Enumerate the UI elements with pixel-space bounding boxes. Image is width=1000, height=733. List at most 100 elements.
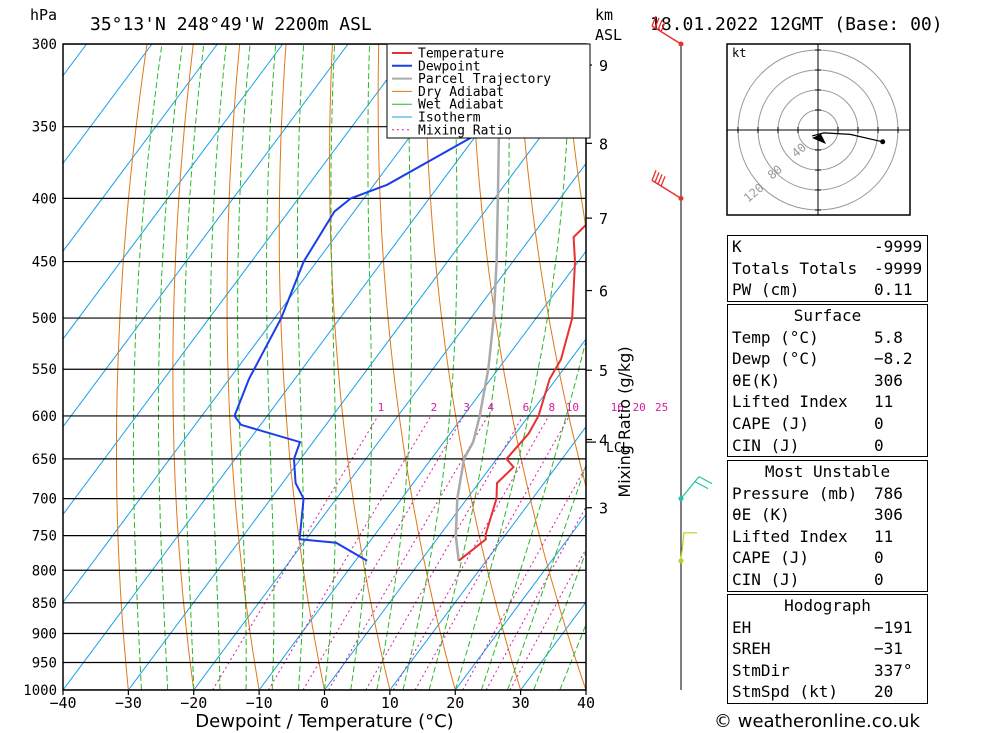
wind-barb [680,532,697,559]
mu-cape-value: 0 [874,548,884,568]
dewp-label: Dewp (°C) [732,349,819,369]
stmspd-value: 20 [874,682,894,702]
mixing-ratio-line [392,415,550,690]
legend-label: Temperature [418,47,504,62]
pressure-label: 850 [32,596,57,612]
mu-cin-label: CIN (J) [732,569,800,589]
isotherm-line [0,44,21,690]
wind-barb-flag [698,476,713,485]
mixing-ratio-label: 1 [378,401,385,414]
pressure-label: 800 [32,563,57,579]
datetime-title: 18.01.2022 12GMT (Base: 00) [650,14,943,35]
wet-adiabat-line [158,44,183,690]
hodo-title: Hodograph [784,596,871,615]
mu-li-label: Lifted Index [732,526,848,546]
pressure-label: 600 [32,409,57,425]
km-tick-label: 7 [599,210,608,228]
mixing-ratio-label: 20 [633,401,646,414]
mixing-ratio-line [328,415,489,690]
hodograph-trace [811,132,883,143]
legend-label: Isotherm [418,111,481,126]
mixing-ratio-label: 8 [548,401,555,414]
mixing-ratio-label: 16 [611,401,624,414]
pw-value: 0.11 [874,280,913,300]
hodograph-table: Hodograph EH −191 SREH −31 StmDir 337° StmS… [727,594,928,704]
wind-barb-flag [657,19,663,31]
sreh-value: −31 [874,639,903,659]
wet-adiabat-line [237,44,251,690]
mu-cape-label: CAPE (J) [732,548,810,568]
eh-label: EH [732,617,752,637]
isotherm-line [63,44,218,253]
pw-label: PW (cm) [732,280,800,300]
mu-cape-row: CAPE (J) 0 [728,547,927,569]
wet-adiabat-line [209,44,227,690]
theta-label: θE(K) [732,370,781,390]
mu-cin-row: CIN (J) 0 [728,569,927,591]
isotherm-line [63,44,480,604]
surface-li-row: Lifted Index 11 [728,391,927,413]
mixing-ratio-label: 10 [566,401,579,414]
legend-box [386,43,591,139]
mixing-ratio-label: 2 [431,401,438,414]
pw-row: PW (cm) 0.11 [728,279,927,301]
legend-label: Dewpoint [418,59,481,74]
mu-pressure-value: 786 [874,483,903,503]
x-tick-label: −40 [49,694,76,712]
mixing-ratio-label: 25 [655,401,668,414]
x-tick-label: −30 [115,694,142,712]
theta-value: 306 [874,370,903,390]
mu-title: Most Unstable [764,462,891,481]
wet-adiabat-line [376,44,413,690]
isotherm-line [63,44,545,690]
wet-adiabat-line [296,44,305,690]
dry-adiabat-line [329,44,391,690]
mixing-ratio-line [365,415,524,690]
isotherm-line [454,513,586,690]
wind-barb-staff [651,25,682,45]
stmdir-label: StmDir [732,660,790,680]
dry-adiabat-line [172,44,195,690]
surface-dewp-row: Dewp (°C) −8.2 [728,348,927,370]
dry-adiabat-line [424,44,522,690]
wind-barb-staff [680,476,700,500]
wind-barb-flag [694,481,709,490]
lcl-label: LCL [606,441,630,456]
x-tick-label: −10 [246,694,273,712]
plot-border [62,43,587,691]
hodograph-endpoint [880,139,886,145]
isotherm-line [324,338,586,690]
wind-barb-flag [660,176,666,187]
dry-adiabat-line [563,44,586,232]
mu-theta-label: θE (K) [732,505,790,525]
li-value: 11 [874,392,894,412]
stmspd-label: StmSpd (kt) [732,682,838,702]
pressure-label: 950 [32,655,57,671]
axes-labels: 1 2 3 4 6 8 10 16 20 2530035040045050055060065070… [23,6,942,732]
k-value: -9999 [874,237,923,256]
k-label: K [732,237,742,256]
li-label: Lifted Index [732,392,848,412]
surface-temp-row: Temp (°C) 5.8 [728,327,927,349]
wind-barb [651,15,682,45]
pressure-label: 900 [32,626,57,642]
km-tick-label: 5 [599,362,608,380]
location-title: 35°13'N 248°49'W 2200m ASL [90,14,372,35]
mixing-ratio-line [302,415,465,690]
isotherm-line [193,162,586,690]
km-tick-label: 9 [599,57,608,75]
stmdir-row: StmDir 337° [728,660,927,682]
copyright[interactable]: © weatheronline.co.uk [714,711,920,732]
eh-row: EH −191 [728,617,927,639]
isotherm-line [389,425,586,690]
mixing-ratio-label: 6 [523,401,530,414]
mu-li-row: Lifted Index 11 [728,526,927,548]
dry-adiabat-line [116,44,148,690]
pressure-label: 750 [32,529,57,545]
mixing-ratio-line [267,415,432,690]
tt-label: Totals Totals [732,258,858,278]
x-tick-label: −20 [180,694,207,712]
